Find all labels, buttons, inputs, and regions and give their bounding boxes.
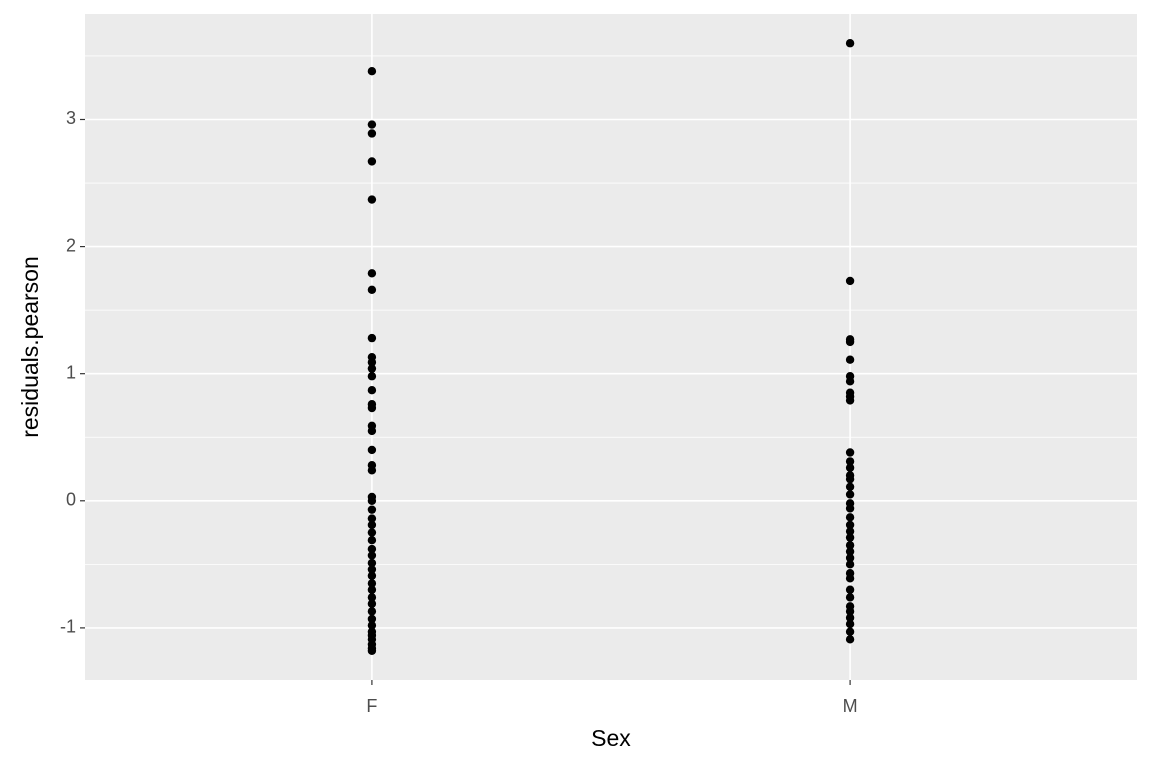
point (367, 364, 377, 373)
point (367, 571, 377, 580)
point (845, 504, 855, 513)
point (845, 457, 855, 466)
point (845, 613, 855, 622)
point (845, 527, 855, 536)
panel (85, 14, 1137, 680)
point (367, 621, 377, 630)
point (845, 39, 855, 48)
point (845, 490, 855, 499)
point (845, 627, 855, 636)
point (367, 129, 377, 138)
point (845, 276, 855, 286)
point (845, 593, 855, 602)
point (845, 355, 855, 364)
point (367, 528, 377, 537)
y-tick-label: -1 (60, 617, 76, 637)
point (367, 195, 377, 204)
point (845, 585, 855, 594)
point (367, 565, 377, 574)
point (367, 614, 377, 624)
point (367, 372, 377, 381)
point (367, 426, 377, 436)
point (845, 520, 855, 530)
y-tick-label: 1 (66, 362, 76, 382)
point (845, 560, 855, 569)
point (845, 513, 855, 522)
point (845, 607, 855, 616)
point (367, 466, 377, 475)
point (367, 535, 377, 545)
point (367, 285, 377, 295)
point (367, 386, 377, 395)
point (367, 333, 377, 343)
point (845, 553, 855, 563)
point (845, 541, 855, 550)
point (367, 585, 377, 594)
point (367, 607, 377, 616)
point (367, 66, 377, 76)
point (845, 482, 855, 492)
x-tick-label: F (366, 696, 377, 716)
point (367, 445, 377, 455)
point (367, 505, 377, 514)
point (367, 358, 377, 367)
point (367, 646, 377, 655)
y-tick-label: 3 (66, 108, 76, 128)
point (367, 520, 377, 530)
x-axis-title: Sex (591, 725, 631, 751)
point (367, 514, 377, 523)
point (367, 403, 377, 413)
point (367, 544, 377, 554)
point (367, 551, 377, 560)
point (845, 619, 855, 629)
point (845, 574, 855, 583)
y-axis-title: residuals.pearson (17, 256, 43, 438)
point (845, 377, 855, 386)
point (367, 579, 377, 588)
point (367, 269, 377, 278)
point (845, 533, 855, 542)
point (845, 635, 855, 644)
point (367, 593, 377, 602)
point (845, 448, 855, 457)
y-tick-label: 2 (66, 235, 76, 255)
point (845, 547, 855, 556)
point (367, 496, 377, 505)
point (367, 599, 377, 608)
x-tick-label: M (843, 696, 858, 716)
y-tick-label: 0 (66, 490, 76, 510)
point (845, 337, 855, 347)
point (367, 157, 377, 166)
point (367, 558, 377, 568)
point (367, 120, 377, 129)
point (845, 474, 855, 484)
point (845, 396, 855, 405)
point (845, 463, 855, 472)
